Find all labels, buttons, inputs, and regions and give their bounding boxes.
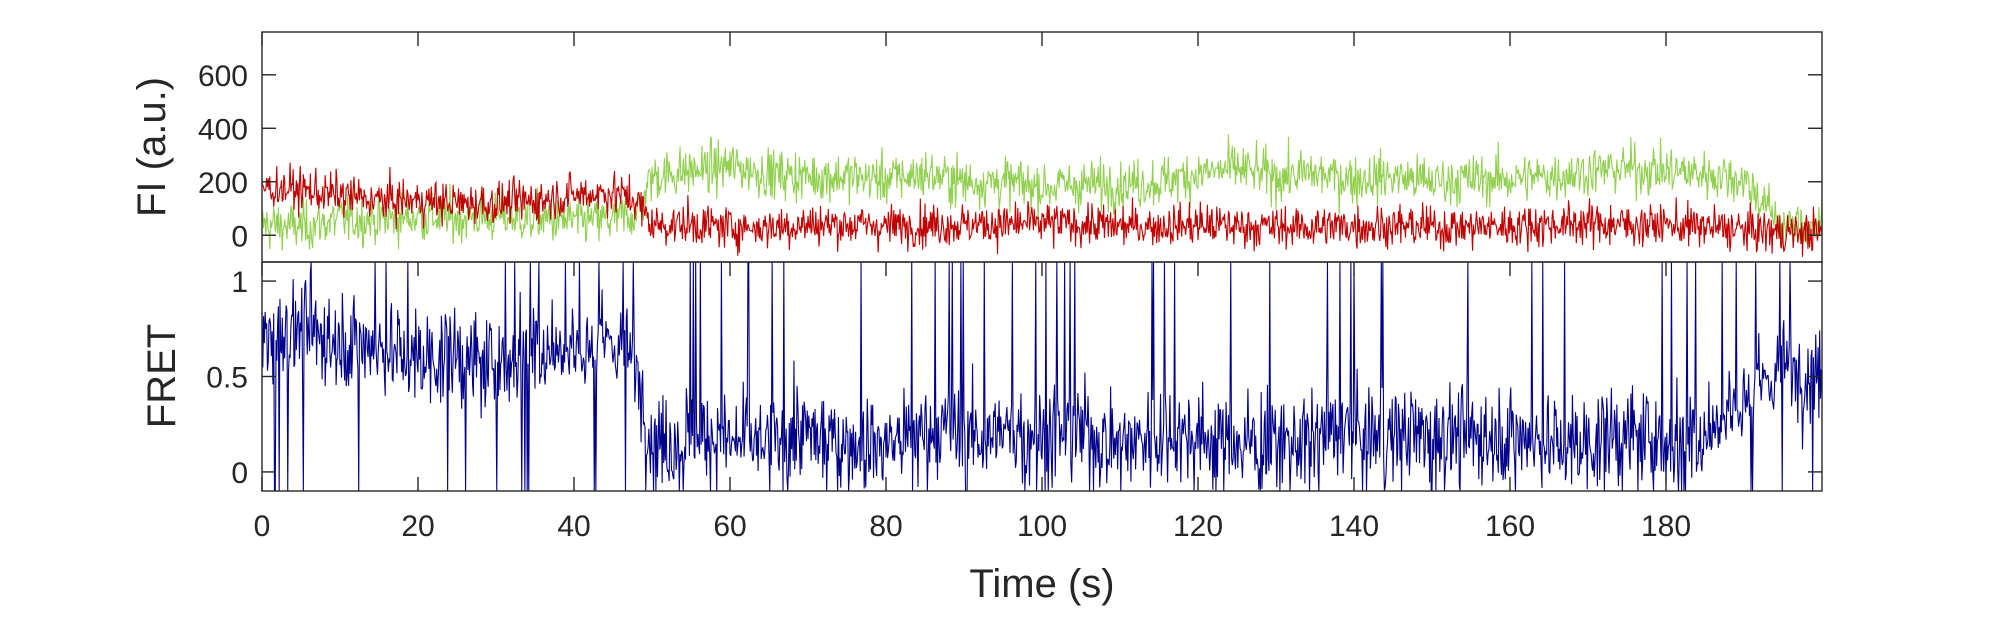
intensity-y-tick-label: 200	[198, 167, 248, 200]
time-x-tick-label: 0	[254, 510, 271, 543]
fret-panel: 00.51 0 20 40 60 80 100 120 140 160 180 FRET Time…	[140, 32, 1823, 606]
time-x-tick-label: 60	[713, 510, 746, 543]
time-x-tick-label: 160	[1485, 510, 1535, 543]
fret-y-tick-label: 0	[231, 457, 248, 490]
time-x-axis-label: Time (s)	[969, 562, 1114, 606]
time-x-tick-label: 20	[401, 510, 434, 543]
time-x-tick-label: 120	[1173, 510, 1223, 543]
intensity-y-tick-label: 0	[231, 220, 248, 253]
intensity-y-ticks: 0 200 400 600	[198, 60, 1822, 253]
donor-intensity-line	[261, 134, 1823, 251]
intensity-y-tick-label: 600	[198, 60, 248, 93]
fret-y-tick-label: 1	[231, 266, 248, 299]
intensity-y-tick-label: 400	[198, 113, 248, 146]
time-x-tick-label: 140	[1329, 510, 1379, 543]
fret-y-tick-label: 0.5	[206, 362, 248, 395]
intensity-panel: 0 200 400 600 FI (a.u.)	[130, 31, 1823, 263]
fret-efficiency-line	[261, 261, 1823, 492]
donor-intensity-series	[261, 134, 1823, 251]
fret-y-ticks: 00.51	[206, 266, 1822, 490]
time-x-tick-label: 180	[1641, 510, 1691, 543]
fret-efficiency-series	[261, 261, 1823, 492]
intensity-y-axis-label: FI (a.u.)	[130, 77, 174, 217]
acceptor-intensity-line	[261, 162, 1823, 257]
acceptor-intensity-series	[261, 162, 1823, 257]
time-x-tick-label: 100	[1017, 510, 1067, 543]
time-x-tick-label: 40	[557, 510, 590, 543]
fret-y-axis-label: FRET	[140, 324, 184, 428]
time-x-tick-label: 80	[869, 510, 902, 543]
time-x-ticks: 0 20 40 60 80 100 120 140 160 180	[254, 32, 1691, 543]
